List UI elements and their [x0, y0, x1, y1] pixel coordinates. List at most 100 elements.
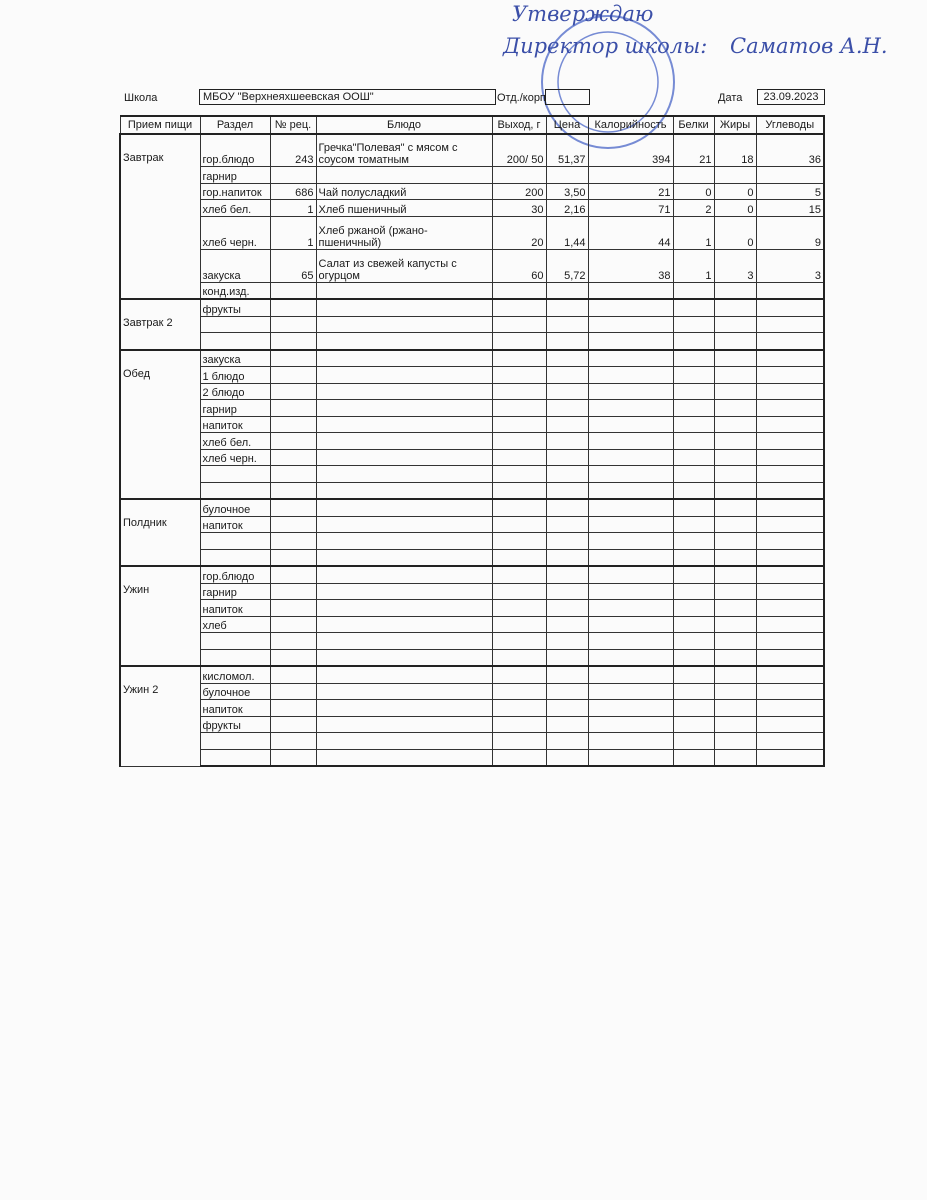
recipe-number-cell: [269, 682, 317, 700]
table-row: Полдник булочное: [119, 498, 825, 567]
section-cell: [199, 648, 271, 667]
calories-cell: [587, 532, 674, 550]
table-row: напиток: [120, 599, 825, 617]
table-row: Завтрак 2 фрукты: [119, 298, 825, 350]
calories-cell: [587, 682, 674, 700]
portion-cell: [491, 315, 547, 333]
school-field[interactable]: МБОУ "Верхнеяхшеевская ООШ": [199, 89, 496, 105]
carbs-cell: [755, 648, 825, 667]
price-cell: [545, 515, 589, 533]
portion-cell: [491, 298, 547, 317]
carbs-cell: [755, 382, 825, 400]
section-cell: [199, 632, 271, 650]
carbs-cell: [755, 281, 825, 300]
calories-cell: [587, 298, 674, 317]
calories-cell: [587, 599, 674, 617]
fats-cell: [713, 532, 757, 550]
table-row: [120, 632, 825, 650]
section-cell: закуска: [199, 348, 271, 367]
price-cell: 3,50: [545, 182, 589, 200]
fats-cell: [713, 648, 757, 667]
table-row: хлеб: [120, 615, 825, 633]
fats-cell: [713, 332, 757, 350]
portion-cell: [491, 548, 547, 567]
dept-field[interactable]: [545, 89, 590, 105]
price-cell: [545, 465, 589, 483]
recipe-number-cell: [269, 298, 317, 317]
portion-cell: [491, 481, 547, 500]
calories-cell: 44: [587, 215, 674, 250]
portion-cell: [491, 448, 547, 466]
recipe-number-cell: [269, 732, 317, 750]
recipe-number-cell: [269, 281, 317, 300]
price-cell: [545, 448, 589, 466]
calories-cell: [587, 399, 674, 417]
fats-cell: 18: [713, 132, 757, 167]
proteins-cell: [672, 565, 715, 584]
proteins-cell: [672, 615, 715, 633]
calories-cell: 38: [587, 248, 674, 283]
dish-cell: Хлеб ржаной (ржано-пшеничный): [315, 215, 493, 250]
director-signature: Саматов А.Н.: [730, 34, 888, 58]
dish-cell: [315, 366, 493, 384]
dish-cell: [315, 415, 493, 433]
portion-cell: [491, 732, 547, 750]
proteins-cell: [672, 298, 715, 317]
carbs-cell: [755, 332, 825, 350]
price-cell: [545, 432, 589, 450]
portion-cell: [491, 515, 547, 533]
section-cell: хлеб черн.: [199, 215, 271, 250]
date-field[interactable]: 23.09.2023: [757, 89, 825, 105]
column-header: Жиры: [713, 115, 757, 135]
table-row: гор.напиток 686 Чай полусладкий 200 3,50 21 0 0…: [120, 182, 825, 200]
table-header: Прием пищи Раздел № рец. Блюдо Выход, г Цена К…: [119, 115, 825, 135]
section-cell: [199, 315, 271, 333]
calories-cell: [587, 448, 674, 466]
price-cell: [545, 481, 589, 500]
carbs-cell: [755, 465, 825, 483]
fats-cell: [713, 281, 757, 300]
table-row: Ужин 2 кисломол.: [119, 665, 825, 767]
portion-cell: [491, 648, 547, 667]
section-cell: закуска: [199, 248, 271, 283]
carbs-cell: 9: [755, 215, 825, 250]
portion-cell: 200: [491, 182, 547, 200]
table-row: 1 блюдо: [120, 366, 825, 384]
table-row: [120, 332, 825, 350]
carbs-cell: [755, 498, 825, 517]
price-cell: [545, 399, 589, 417]
proteins-cell: [672, 366, 715, 384]
dish-cell: [315, 548, 493, 567]
portion-cell: [491, 432, 547, 450]
portion-cell: [491, 332, 547, 350]
dish-cell: [315, 166, 493, 184]
fats-cell: [713, 715, 757, 733]
proteins-cell: [672, 632, 715, 650]
proteins-cell: [672, 432, 715, 450]
section-cell: [199, 532, 271, 550]
recipe-number-cell: [269, 399, 317, 417]
fats-cell: [713, 665, 757, 684]
dish-cell: [315, 348, 493, 367]
carbs-cell: [755, 481, 825, 500]
recipe-number-cell: [269, 448, 317, 466]
calories-cell: [587, 432, 674, 450]
proteins-cell: 1: [672, 248, 715, 283]
section-cell: 2 блюдо: [199, 382, 271, 400]
section-cell: хлеб: [199, 615, 271, 633]
calories-cell: [587, 615, 674, 633]
recipe-number-cell: 243: [269, 132, 317, 167]
proteins-cell: [672, 382, 715, 400]
recipe-number-cell: [269, 465, 317, 483]
date-label: Дата: [718, 92, 743, 104]
price-cell: [545, 699, 589, 717]
proteins-cell: [672, 532, 715, 550]
fats-cell: [713, 632, 757, 650]
dish-cell: [315, 465, 493, 483]
dish-cell: [315, 432, 493, 450]
portion-cell: [491, 366, 547, 384]
carbs-cell: 15: [755, 199, 825, 217]
table-row: напиток: [120, 415, 825, 433]
fats-cell: [713, 699, 757, 717]
price-cell: [545, 348, 589, 367]
